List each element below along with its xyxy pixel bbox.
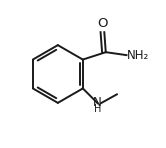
Text: N: N: [93, 96, 102, 109]
Text: O: O: [97, 17, 108, 30]
Text: H: H: [94, 104, 101, 114]
Text: NH₂: NH₂: [127, 49, 149, 62]
